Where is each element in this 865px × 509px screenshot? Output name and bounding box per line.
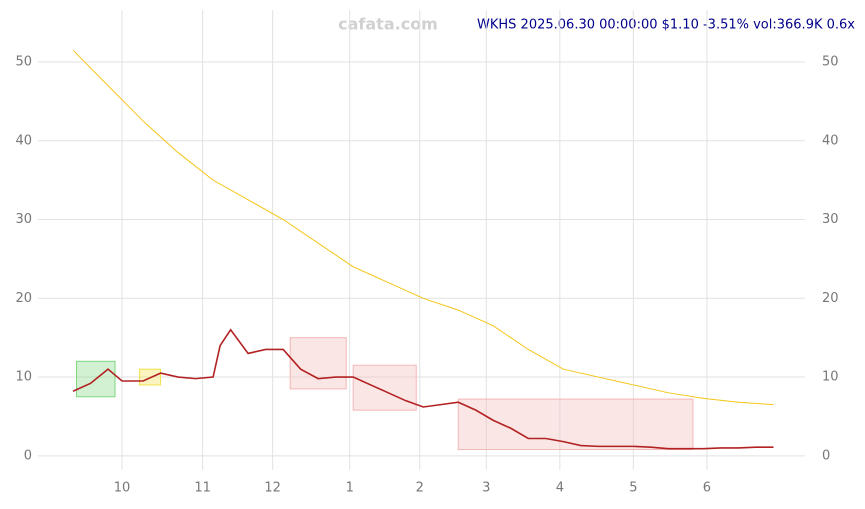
x-tick-label: 12 xyxy=(264,481,281,496)
series-line xyxy=(72,328,774,450)
x-tick-label: 2 xyxy=(416,481,424,496)
x-tick-label: 6 xyxy=(703,481,711,496)
chart-title: WKHS 2025.06.30 00:00:00 $1.10 -3.51% vo… xyxy=(477,18,855,33)
y-tick-label: 20 xyxy=(15,291,32,306)
y-tick-label: 30 xyxy=(822,212,839,227)
zone xyxy=(289,337,347,390)
y-tick-label: 30 xyxy=(15,212,32,227)
y-tick-label: 0 xyxy=(822,448,830,463)
zone xyxy=(457,398,694,451)
watermark: cafata.com xyxy=(338,15,438,34)
y-tick-label: 10 xyxy=(15,370,32,385)
x-tick-label: 1 xyxy=(346,481,354,496)
y-tick-label: 40 xyxy=(822,133,839,148)
x-tick-label: 11 xyxy=(194,481,211,496)
y-tick-label: 20 xyxy=(822,291,839,306)
y-tick-label: 0 xyxy=(24,448,32,463)
zone xyxy=(352,364,417,411)
x-tick-label: 10 xyxy=(114,481,131,496)
x-tick-label: 3 xyxy=(482,481,490,496)
x-tick-label: 5 xyxy=(629,481,637,496)
y-tick-label: 40 xyxy=(15,133,32,148)
y-tick-label: 10 xyxy=(822,370,839,385)
y-tick-label: 50 xyxy=(15,54,32,69)
series-line xyxy=(72,49,774,406)
x-tick-label: 4 xyxy=(556,481,564,496)
y-tick-label: 50 xyxy=(822,54,839,69)
